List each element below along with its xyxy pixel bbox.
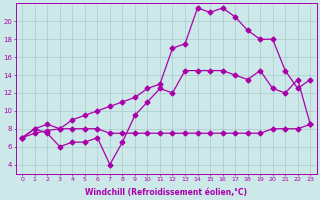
X-axis label: Windchill (Refroidissement éolien,°C): Windchill (Refroidissement éolien,°C) bbox=[85, 188, 247, 197]
